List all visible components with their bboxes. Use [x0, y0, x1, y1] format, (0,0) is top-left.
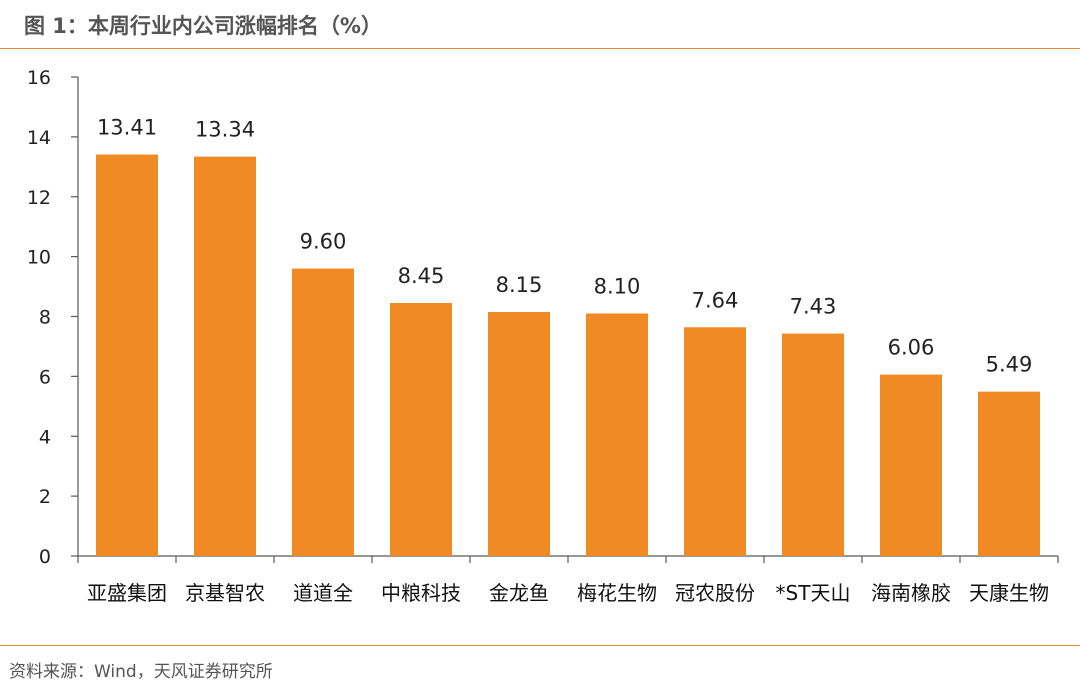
- y-tick-label: 4: [39, 426, 51, 448]
- data-label: 5.49: [986, 353, 1033, 377]
- title-divider: [0, 48, 1080, 49]
- category-label: 京基智农: [185, 581, 265, 605]
- y-tick-label: 2: [39, 486, 51, 508]
- data-label: 8.15: [496, 273, 543, 297]
- bar: [586, 313, 648, 556]
- bar: [782, 333, 844, 556]
- source-divider: [0, 645, 1080, 646]
- data-label: 9.60: [300, 230, 347, 254]
- data-label: 13.41: [97, 116, 157, 140]
- y-tick-label: 14: [27, 127, 51, 149]
- category-label: 金龙鱼: [489, 581, 549, 605]
- bar: [978, 391, 1040, 556]
- category-label: 亚盛集团: [87, 581, 167, 605]
- y-tick-label: 10: [27, 247, 51, 269]
- data-label: 8.10: [594, 275, 641, 299]
- y-tick-label: 16: [27, 67, 51, 89]
- y-tick-label: 12: [27, 187, 51, 209]
- data-label: 13.34: [195, 118, 255, 142]
- category-label: 梅花生物: [577, 581, 657, 605]
- bar: [684, 327, 746, 556]
- category-label: *ST天山: [776, 581, 851, 605]
- bar: [488, 312, 550, 556]
- y-tick-label: 0: [39, 546, 51, 568]
- data-label: 8.45: [398, 264, 445, 288]
- bar: [390, 303, 452, 556]
- category-label: 海南橡胶: [871, 581, 951, 605]
- source-note: 资料来源：Wind，天风证券研究所: [9, 662, 273, 682]
- data-label: 7.64: [692, 288, 739, 312]
- chart-title: 图 1：本周行业内公司涨幅排名（%）: [24, 14, 382, 38]
- y-tick-label: 6: [39, 366, 51, 388]
- data-label: 6.06: [888, 336, 935, 360]
- bar-chart: 0 2 4 6 8 10 12 14 16 13.41 亚盛集团 13.34 京基智农 9.60 道道全 8.…: [27, 67, 1059, 605]
- bar: [880, 374, 942, 556]
- y-tick-label: 8: [39, 307, 51, 329]
- category-label: 道道全: [293, 581, 353, 605]
- bar: [292, 268, 354, 556]
- bar: [96, 154, 158, 556]
- data-label: 7.43: [790, 295, 837, 319]
- bar: [194, 156, 256, 557]
- category-label: 冠农股份: [675, 581, 755, 605]
- category-label: 中粮科技: [381, 581, 461, 605]
- category-label: 天康生物: [969, 581, 1049, 605]
